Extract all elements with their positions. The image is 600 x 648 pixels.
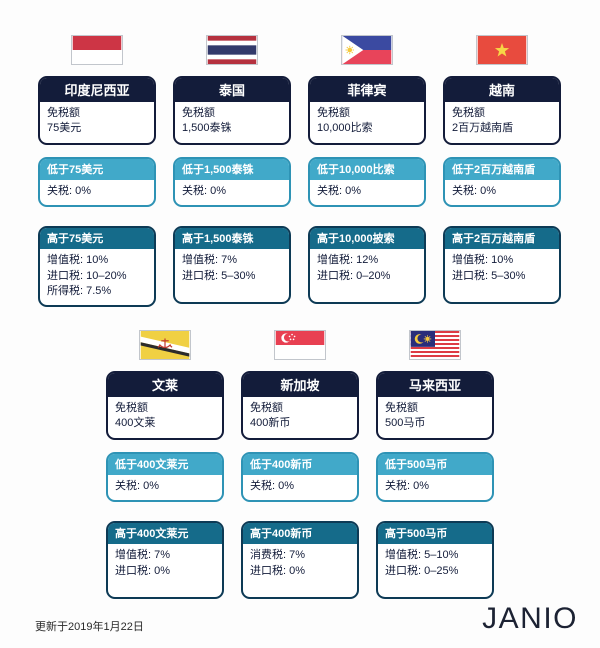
tax-line: 消费税: 7% (250, 549, 306, 562)
country-card: 马来西亚 免税额 500马币 (376, 371, 494, 440)
above-threshold-card: 高于10,000披索 增值税: 12% 进口税: 0–20% (308, 226, 426, 305)
below-threshold-title: 低于1,500泰铢 (175, 158, 289, 180)
country-name: 菲律宾 (310, 78, 424, 102)
country-card: 越南 免税额 2百万越南盾 (443, 76, 561, 145)
updated-date-text: 更新于2019年1月22日 (35, 621, 144, 633)
exemption-label: 免税额 (182, 107, 215, 119)
country-card: 文莱 免税额 400文莱 (106, 371, 224, 440)
tax-line: 进口税: 0% (250, 564, 306, 577)
tax-line: 关税: 0% (452, 184, 497, 197)
tax-line: 进口税: 5–30% (452, 269, 526, 282)
below-threshold-title: 低于500马币 (378, 453, 492, 475)
above-threshold-title: 高于1,500泰铢 (175, 228, 289, 250)
country-card: 泰国 免税额 1,500泰铢 (173, 76, 291, 145)
exemption-label: 免税额 (452, 107, 485, 119)
above-threshold-title: 高于400文莱元 (108, 523, 222, 545)
above-threshold-card: 高于500马币 增值税: 5–10% 进口税: 0–25% (376, 521, 494, 600)
tax-line: 关税: 0% (47, 184, 92, 197)
column-malaysia: 马来西亚 免税额 500马币 低于500马币 关税: 0% 高于500马币 增值… (376, 330, 494, 600)
tax-line: 增值税: 7% (115, 549, 171, 562)
below-threshold-card: 低于10,000比索 关税: 0% (308, 156, 426, 208)
below-threshold-title: 低于2百万越南盾 (445, 158, 559, 180)
tax-line: 进口税: 5–30% (182, 269, 256, 282)
below-threshold-title: 低于400文莱元 (108, 453, 222, 475)
country-card: 印度尼西亚 免税额 75美元 (38, 76, 156, 145)
below-threshold-card: 低于500马币 关税: 0% (376, 451, 494, 503)
country-name: 泰国 (175, 78, 289, 102)
below-threshold-card: 低于400文莱元 关税: 0% (106, 451, 224, 503)
below-threshold-title: 低于75美元 (40, 158, 154, 180)
indonesia-flag-icon (71, 35, 123, 65)
tax-line: 关税: 0% (385, 479, 430, 492)
exemption-value: 2百万越南盾 (452, 122, 514, 135)
exemption-label: 免税额 (385, 402, 418, 414)
exemption-value: 400新币 (250, 417, 291, 430)
column-singapore: 新加坡 免税额 400新币 低于400新币 关税: 0% 高于400新币 消费税… (241, 330, 359, 600)
above-threshold-title: 高于500马币 (378, 523, 492, 545)
exemption-label: 免税额 (115, 402, 148, 414)
column-indonesia: 印度尼西亚 免税额 75美元 低于75美元 关税: 0% 高于75美元 增值税:… (38, 35, 156, 308)
above-threshold-card: 高于75美元 增值税: 10% 进口税: 10–20% 所得税: 7.5% (38, 226, 156, 308)
country-card: 新加坡 免税额 400新币 (241, 371, 359, 440)
above-threshold-card: 高于400新币 消费税: 7% 进口税: 0% (241, 521, 359, 600)
country-name: 新加坡 (243, 373, 357, 397)
row-1: 印度尼西亚 免税额 75美元 低于75美元 关税: 0% 高于75美元 增值税:… (38, 35, 561, 308)
singapore-flag-icon (274, 330, 326, 360)
tax-line: 关税: 0% (182, 184, 227, 197)
philippines-flag-icon (341, 35, 393, 65)
below-threshold-title: 低于400新币 (243, 453, 357, 475)
tax-line: 增值税: 7% (182, 254, 238, 267)
below-threshold-card: 低于400新币 关税: 0% (241, 451, 359, 503)
country-name: 文莱 (108, 373, 222, 397)
thailand-flag-icon (206, 35, 258, 65)
tax-line: 进口税: 10–20% (47, 269, 127, 282)
exemption-label: 免税额 (47, 107, 80, 119)
exemption-value: 75美元 (47, 122, 82, 135)
exemption-value: 1,500泰铢 (182, 122, 232, 135)
column-vietnam: 越南 免税额 2百万越南盾 低于2百万越南盾 关税: 0% 高于2百万越南盾 增… (443, 35, 561, 307)
country-card: 菲律宾 免税额 10,000比索 (308, 76, 426, 145)
column-brunei: 文莱 免税额 400文莱 低于400文莱元 关税: 0% 高于400文莱元 增值… (106, 330, 224, 600)
tax-line: 进口税: 0–25% (385, 564, 459, 577)
country-name: 印度尼西亚 (40, 78, 154, 102)
below-threshold-card: 低于2百万越南盾 关税: 0% (443, 156, 561, 208)
above-threshold-title: 高于75美元 (40, 228, 154, 250)
exemption-value: 10,000比索 (317, 122, 373, 135)
column-thailand: 泰国 免税额 1,500泰铢 低于1,500泰铢 关税: 0% 高于1,500泰… (173, 35, 291, 307)
janio-logo: JANIO (482, 602, 578, 635)
tax-line: 增值税: 5–10% (385, 549, 459, 562)
exemption-value: 500马币 (385, 417, 426, 430)
exemption-label: 免税额 (250, 402, 283, 414)
tax-line: 关税: 0% (115, 479, 160, 492)
above-threshold-title: 高于10,000披索 (310, 228, 424, 250)
row-2: 文莱 免税额 400文莱 低于400文莱元 关税: 0% 高于400文莱元 增值… (106, 330, 494, 600)
tax-line: 增值税: 10% (47, 254, 109, 267)
above-threshold-card: 高于1,500泰铢 增值税: 7% 进口税: 5–30% (173, 226, 291, 305)
tax-line: 进口税: 0% (115, 564, 171, 577)
column-philippines: 菲律宾 免税额 10,000比索 低于10,000比索 关税: 0% 高于10,… (308, 35, 426, 307)
exemption-value: 400文莱 (115, 417, 156, 430)
tax-line: 增值税: 12% (317, 254, 379, 267)
country-name: 越南 (445, 78, 559, 102)
below-threshold-card: 低于1,500泰铢 关税: 0% (173, 156, 291, 208)
above-threshold-title: 高于2百万越南盾 (445, 228, 559, 250)
below-threshold-card: 低于75美元 关税: 0% (38, 156, 156, 208)
above-threshold-card: 高于400文莱元 增值税: 7% 进口税: 0% (106, 521, 224, 600)
above-threshold-title: 高于400新币 (243, 523, 357, 545)
malaysia-flag-icon (409, 330, 461, 360)
tax-line: 进口税: 0–20% (317, 269, 391, 282)
tax-line: 关税: 0% (317, 184, 362, 197)
tax-line: 关税: 0% (250, 479, 295, 492)
above-threshold-card: 高于2百万越南盾 增值税: 10% 进口税: 5–30% (443, 226, 561, 305)
tax-line: 增值税: 10% (452, 254, 514, 267)
exemption-label: 免税额 (317, 107, 350, 119)
tax-line: 所得税: 7.5% (47, 284, 112, 297)
country-name: 马来西亚 (378, 373, 492, 397)
vietnam-flag-icon (476, 35, 528, 65)
below-threshold-title: 低于10,000比索 (310, 158, 424, 180)
brunei-flag-icon (139, 330, 191, 360)
